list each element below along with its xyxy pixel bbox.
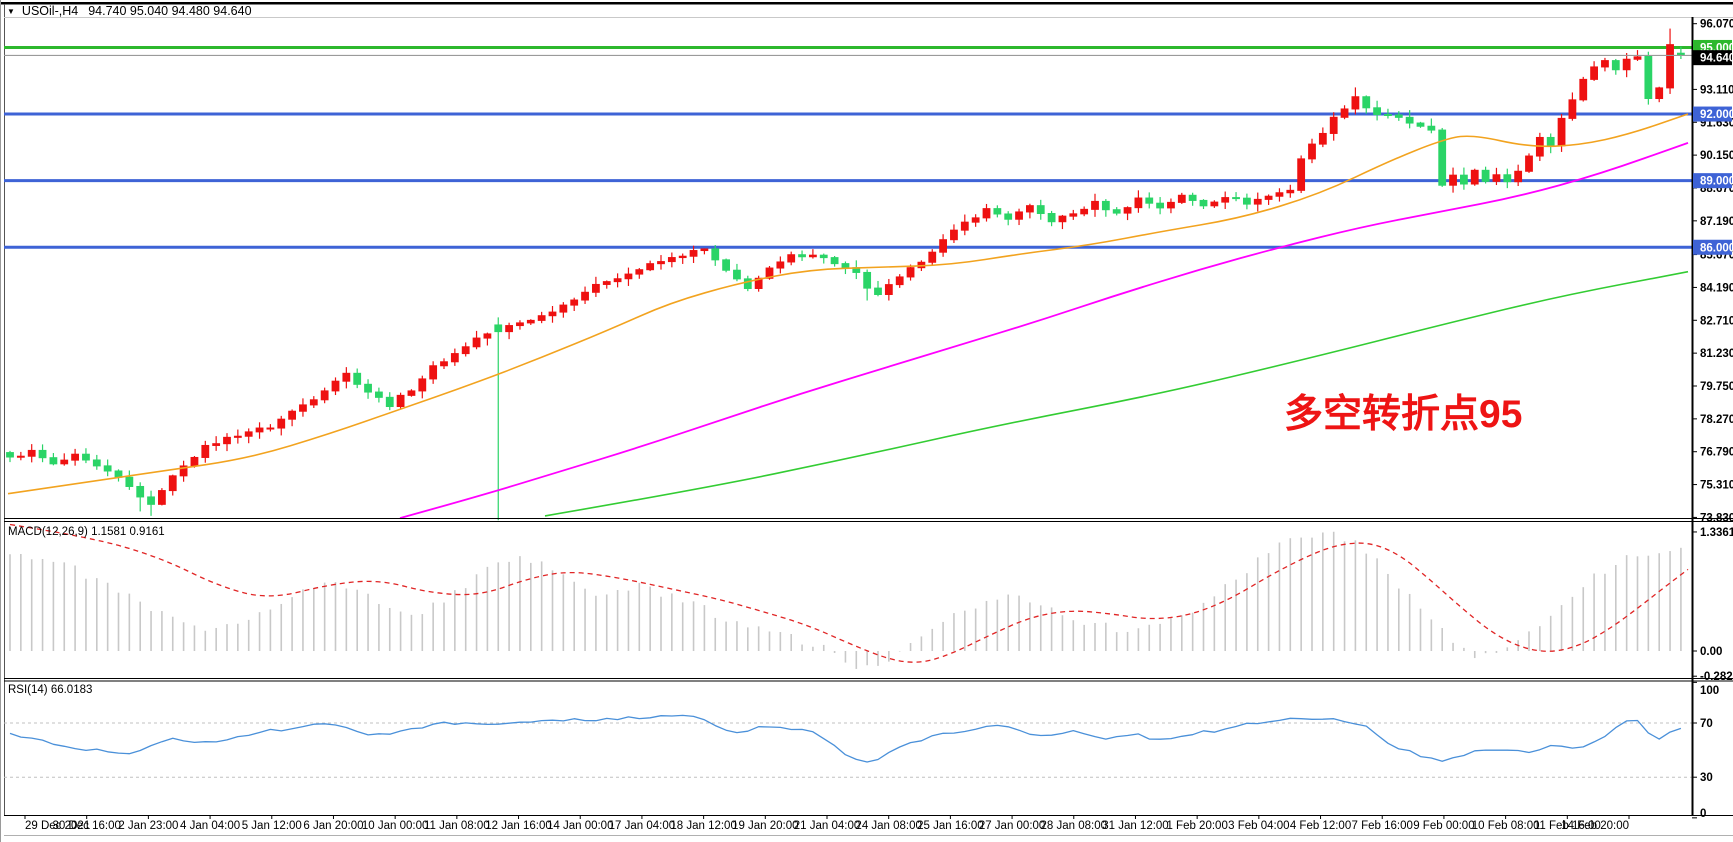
svg-text:9 Feb 00:00: 9 Feb 00:00 xyxy=(1413,820,1474,832)
svg-text:96.070: 96.070 xyxy=(1700,19,1733,31)
chart-text-annotation[interactable]: 多空转折点95 xyxy=(1284,393,1523,436)
chart-header: ▼ USOil-,H4 94.740 95.040 94.480 94.640 xyxy=(7,4,252,18)
svg-text:28 Jan 08:00: 28 Jan 08:00 xyxy=(1041,820,1108,832)
symbol-timeframe-label: USOil-,H4 xyxy=(21,4,79,18)
svg-text:30 Dec 16:00: 30 Dec 16:00 xyxy=(52,820,120,832)
svg-text:25 Jan 16:00: 25 Jan 16:00 xyxy=(917,820,984,832)
price-tag-89.000: 89.000 xyxy=(1693,173,1733,189)
macd-panel xyxy=(9,523,1689,669)
svg-text:1.3361: 1.3361 xyxy=(1700,527,1733,539)
svg-text:87.190: 87.190 xyxy=(1700,216,1733,228)
svg-text:82.710: 82.710 xyxy=(1700,315,1733,327)
price-tag-86.000: 86.000 xyxy=(1693,239,1733,255)
svg-text:24 Jan 08:00: 24 Jan 08:00 xyxy=(855,820,922,832)
svg-text:21 Jan 04:00: 21 Jan 04:00 xyxy=(794,820,861,832)
svg-text:31 Jan 12:00: 31 Jan 12:00 xyxy=(1102,820,1169,832)
svg-text:18 Jan 12:00: 18 Jan 12:00 xyxy=(670,820,737,832)
svg-text:29 Dec 2021: 29 Dec 2021 xyxy=(25,820,90,832)
price-tag-94.640: 94.640 xyxy=(1693,50,1733,66)
indicator-axes: 1.3361 0.00 -0.2829 100 70 30 0 xyxy=(1692,527,1733,820)
svg-text:0: 0 xyxy=(1700,808,1706,820)
svg-text:78.270: 78.270 xyxy=(1700,414,1733,426)
svg-text:19 Jan 20:00: 19 Jan 20:00 xyxy=(732,820,799,832)
svg-text:27 Jan 00:00: 27 Jan 00:00 xyxy=(979,820,1046,832)
svg-text:10 Jan 00:00: 10 Jan 00:00 xyxy=(362,820,429,832)
svg-text:92.000: 92.000 xyxy=(1700,109,1733,121)
window-top-border xyxy=(0,2,1733,5)
price-tag-92.000: 92.000 xyxy=(1693,106,1733,122)
svg-text:73.830: 73.830 xyxy=(1700,512,1733,524)
svg-text:79.750: 79.750 xyxy=(1700,381,1733,393)
svg-text:1 Feb 20:00: 1 Feb 20:00 xyxy=(1166,820,1227,832)
svg-text:2 Jan 23:00: 2 Jan 23:00 xyxy=(118,820,178,832)
price-axis: 96.07093.11091.63090.15088.67087.19085.6… xyxy=(1692,19,1733,524)
svg-text:10 Feb 08:00: 10 Feb 08:00 xyxy=(1472,820,1540,832)
svg-text:70: 70 xyxy=(1700,718,1713,730)
slow-ma-line xyxy=(544,270,1689,517)
svg-text:84.190: 84.190 xyxy=(1700,282,1733,294)
fast-ma-line xyxy=(7,113,1689,495)
rsi-indicator-label: RSI(14) 66.0183 xyxy=(8,684,93,696)
svg-text:75.310: 75.310 xyxy=(1700,480,1733,492)
rsi-line xyxy=(9,714,1682,763)
svg-text:94.640: 94.640 xyxy=(1700,53,1733,65)
svg-text:90.150: 90.150 xyxy=(1700,150,1733,162)
svg-text:5 Jan 12:00: 5 Jan 12:00 xyxy=(242,820,302,832)
svg-text:4 Jan 04:00: 4 Jan 04:00 xyxy=(180,820,240,832)
svg-text:14 Feb 20:00: 14 Feb 20:00 xyxy=(1561,820,1629,832)
svg-text:12 Jan 16:00: 12 Jan 16:00 xyxy=(485,820,552,832)
svg-text:93.110: 93.110 xyxy=(1700,84,1733,96)
macd-signal-line xyxy=(9,523,1689,663)
svg-text:6 Jan 20:00: 6 Jan 20:00 xyxy=(303,820,363,832)
svg-text:100: 100 xyxy=(1700,685,1719,697)
svg-text:11 Feb 16:00: 11 Feb 16:00 xyxy=(1534,820,1601,832)
svg-text:3 Feb 04:00: 3 Feb 04:00 xyxy=(1228,820,1289,832)
svg-text:0.00: 0.00 xyxy=(1700,646,1722,658)
macd-indicator-label: MACD(12,26,9) 1.1581 0.9161 xyxy=(8,526,165,538)
rsi-panel xyxy=(4,714,1692,778)
candles-layer xyxy=(6,28,1685,521)
svg-text:14 Jan 00:00: 14 Jan 00:00 xyxy=(547,820,614,832)
main-price-panel xyxy=(4,28,1692,521)
svg-text:86.000: 86.000 xyxy=(1700,242,1733,254)
svg-text:76.790: 76.790 xyxy=(1700,447,1733,459)
svg-text:11 Jan 08:00: 11 Jan 08:00 xyxy=(424,820,490,832)
medium-ma-line xyxy=(399,142,1689,519)
svg-text:4 Feb 12:00: 4 Feb 12:00 xyxy=(1290,820,1351,832)
svg-text:7 Feb 16:00: 7 Feb 16:00 xyxy=(1352,820,1413,832)
svg-text:-0.2829: -0.2829 xyxy=(1700,671,1733,683)
symbol-dropdown-icon[interactable]: ▼ xyxy=(7,6,15,16)
ohlc-values: 94.740 95.040 94.480 94.640 xyxy=(88,4,252,18)
svg-text:89.000: 89.000 xyxy=(1700,176,1733,188)
svg-text:17 Jan 04:00: 17 Jan 04:00 xyxy=(609,820,676,832)
svg-text:30: 30 xyxy=(1700,772,1713,784)
svg-text:81.230: 81.230 xyxy=(1700,348,1733,360)
